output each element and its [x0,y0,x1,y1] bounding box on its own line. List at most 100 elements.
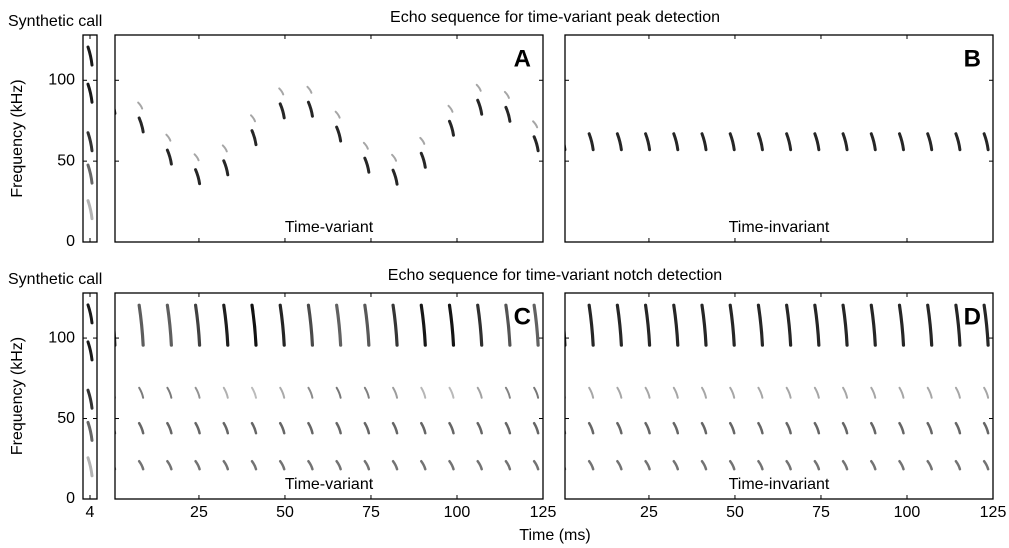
spectral-streak [756,132,764,152]
panel-label: A [514,45,531,72]
spectral-streak [504,421,512,435]
spectral-streak [476,386,483,399]
spectral-streak [86,388,94,410]
x-tick-label: 100 [444,504,471,521]
spectral-streak [532,303,540,347]
spectral-streak [419,151,427,169]
spectral-streak [278,87,285,96]
spectral-streak [137,459,145,471]
spectral-streak [813,459,821,471]
spectral-streak [870,459,877,471]
spectral-streak [504,303,512,347]
spectral-streak [335,303,343,347]
spectral-streak [391,303,399,347]
spectral-streak [222,459,230,471]
spectral-streak [86,303,94,325]
spectral-streak [757,386,764,399]
spectral-streak [644,386,651,399]
spectral-streak [532,135,540,153]
spectral-streak [615,303,623,347]
spectral-streak [363,156,371,174]
spectral-streak [532,421,540,435]
spectrogram [86,45,94,221]
x-axis-label: Time (ms) [519,527,590,544]
spectral-streak [785,303,793,347]
spectral-streak [335,125,343,143]
spectral-streak [504,459,512,471]
spectral-streak [700,132,708,152]
spectral-streak [842,386,849,399]
x-tick-label: 125 [530,504,557,521]
spectral-streak [306,85,313,94]
panel-frame [114,34,544,243]
panel-label: D [964,303,981,330]
spectral-streak [250,421,258,435]
spectral-streak [897,303,906,347]
spectrogram [110,83,540,186]
spectral-streak [672,459,680,471]
spectral-streak [785,132,793,152]
spectral-streak [278,102,286,120]
spectral-streak [587,459,595,471]
x-tick-label: 25 [640,504,658,521]
spectral-streak [785,421,792,435]
spectral-streak [194,459,201,471]
spectral-streak [448,421,455,435]
spectral-streak [222,159,230,177]
spectral-streak [504,386,511,399]
spectral-streak [672,303,680,347]
spectral-streak [728,132,736,152]
spectral-streak [165,133,172,142]
spectral-streak [166,386,173,399]
spectral-streak [138,386,145,399]
spectral-streak [728,303,736,347]
spectral-streak [86,163,94,185]
panel-annotation: Time-invariant [729,476,830,493]
spectral-streak [728,421,736,435]
panel-annotation: Time-variant [285,219,374,236]
spectral-streak [391,153,398,162]
spectral-streak [587,132,595,152]
spectral-streak [86,199,94,221]
spectral-streak [532,120,539,129]
spectral-streak [756,303,765,347]
spectral-streak [334,110,341,119]
spectral-streak [194,421,201,435]
spectral-streak [700,459,708,471]
spectral-streak [137,116,145,134]
spectral-streak [363,386,370,399]
spectral-streak [954,386,961,399]
spectral-streak [250,303,258,347]
panel-label: B [964,45,981,72]
spectral-streak [335,386,342,399]
spectral-streak [249,114,256,123]
spectral-streak [728,459,736,471]
spectral-streak [672,132,680,152]
spectral-streak [362,141,369,150]
spectral-streak [565,141,567,152]
spectral-streak [954,459,962,471]
spectral-streak [193,303,202,347]
spectral-streak [982,303,990,347]
spectral-streak [447,119,455,137]
spectral-streak [982,132,990,152]
spectral-streak [898,421,905,435]
spectrogram [115,303,540,471]
spectral-streak [813,303,821,347]
spectral-streak [86,340,94,362]
panel-title: Synthetic call [8,13,102,30]
spectral-streak [841,421,849,435]
y-tick-label: 100 [48,72,75,89]
spectral-streak [448,386,455,399]
x-tick-label: 4 [86,504,95,521]
spectral-streak [447,104,454,113]
spectral-streak [700,303,708,347]
spectral-streak [110,84,114,90]
spectral-streak [672,421,680,435]
spectral-streak [307,421,314,435]
x-tick-label: 75 [362,504,380,521]
spectral-streak [926,421,933,435]
spectral-streak [587,303,595,347]
spectral-streak [137,101,144,110]
